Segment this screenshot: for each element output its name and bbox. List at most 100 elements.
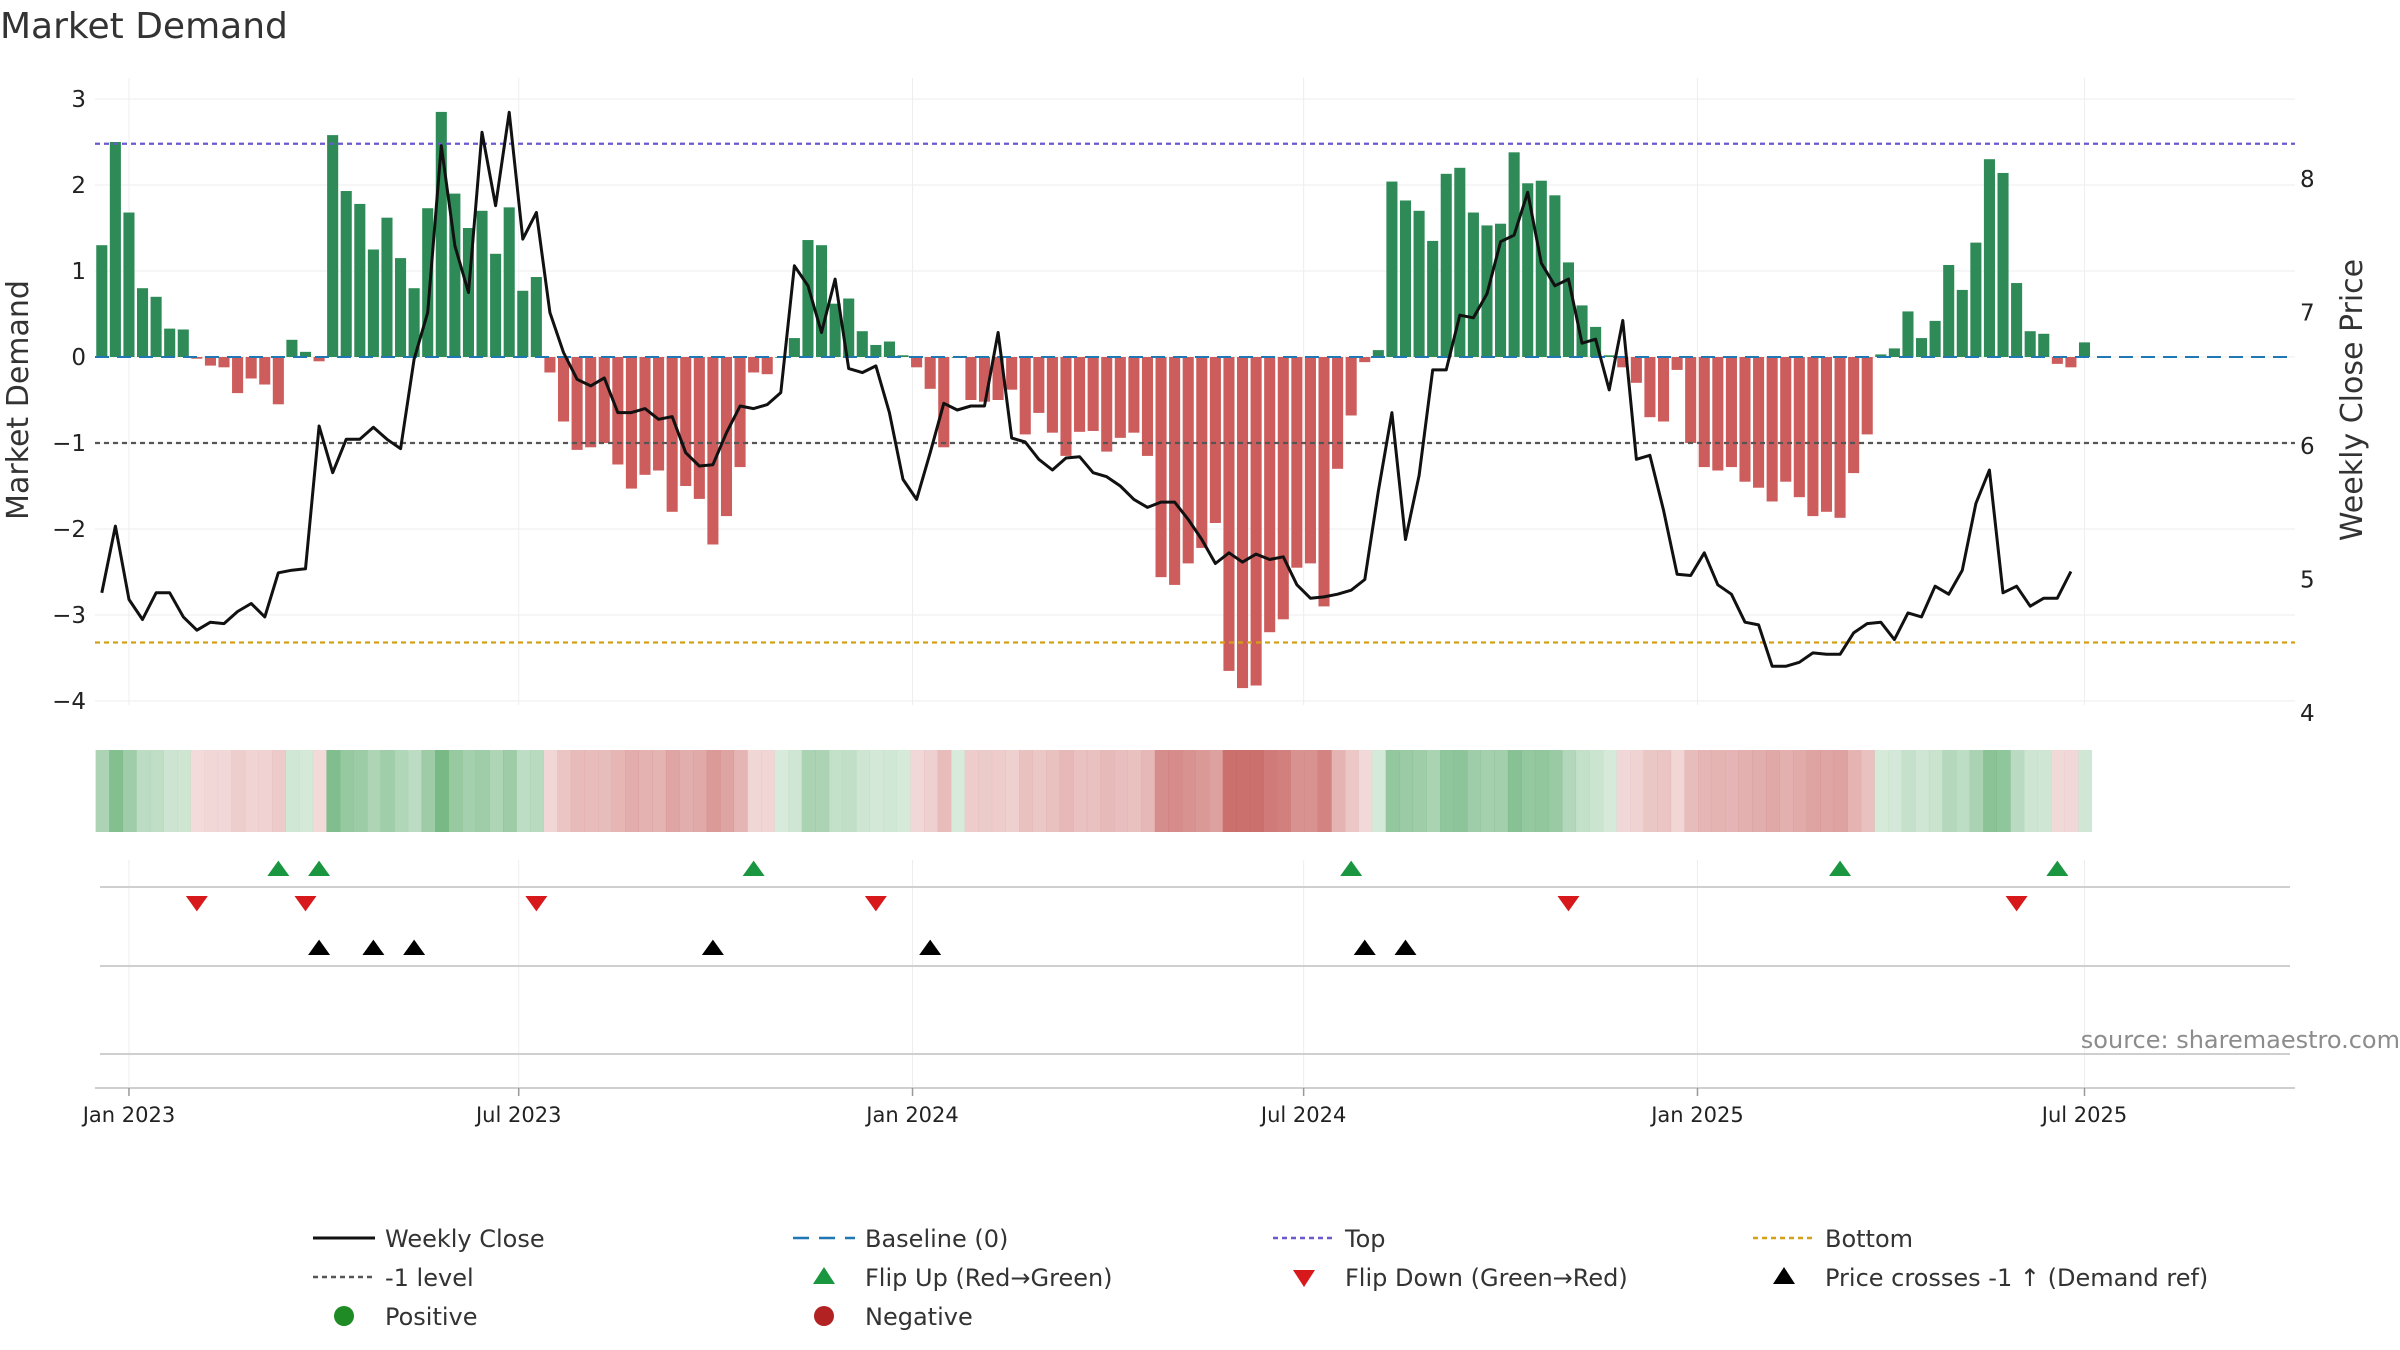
- flip-up-marker: [742, 860, 765, 877]
- heat-cell: [2037, 750, 2052, 832]
- demand-bar: [544, 357, 556, 373]
- y2-axis-label: Weekly Close Price: [2335, 259, 2370, 541]
- weekly-close-line: [100, 110, 2073, 668]
- demand-bar: [1196, 357, 1208, 548]
- heat-cell: [1086, 750, 1101, 832]
- price-cross-marker: [1353, 939, 1376, 956]
- demand-bar: [1848, 357, 1860, 474]
- demand-bar: [978, 357, 991, 402]
- demand-bar: [557, 357, 570, 422]
- demand-bar: [2065, 357, 2077, 368]
- demand-bar: [1060, 357, 1072, 456]
- demand-bar: [653, 357, 665, 471]
- heat-cell: [543, 750, 558, 832]
- demand-bar: [1128, 357, 1140, 433]
- demand-bar: [883, 341, 895, 357]
- heat-cell: [1521, 750, 1536, 832]
- demand-bar: [1413, 210, 1425, 357]
- heat-cell: [1861, 750, 1875, 832]
- heat-cell: [421, 750, 436, 832]
- heat-cell: [1535, 750, 1549, 832]
- demand-bar: [1427, 240, 1439, 357]
- demand-bar: [2024, 331, 2036, 357]
- y2-tick-label: 8: [2300, 167, 2315, 193]
- demand-bar: [680, 357, 692, 486]
- demand-bar: [1875, 354, 1887, 357]
- y-tick-label: 0: [71, 345, 86, 371]
- demand-bar: [123, 212, 135, 357]
- heat-cell: [896, 750, 911, 832]
- legend-swatch: [1293, 1270, 1315, 1287]
- heat-cell: [1467, 750, 1481, 832]
- heat-cell: [136, 750, 151, 832]
- heat-cell: [503, 750, 517, 832]
- heat-cell: [1630, 750, 1644, 832]
- y-tick-label: −3: [52, 603, 86, 629]
- legend-label: Baseline (0): [865, 1225, 1008, 1253]
- heat-cell: [570, 750, 585, 832]
- heat-cell: [1901, 750, 1916, 832]
- heat-cell: [1657, 750, 1672, 832]
- legend-label: -1 level: [385, 1264, 474, 1292]
- heat-cell: [1195, 750, 1210, 832]
- demand-bar: [639, 357, 651, 475]
- demand-bar: [1644, 357, 1656, 418]
- heat-cell: [869, 750, 884, 832]
- demand-bar: [259, 357, 271, 385]
- demand-bar: [1440, 173, 1452, 357]
- demand-bar: [272, 357, 284, 405]
- demand-bar: [1155, 357, 1167, 578]
- heat-cell: [1616, 750, 1631, 832]
- heat-cell: [1426, 750, 1441, 832]
- heat-cell: [801, 750, 816, 832]
- demand-bar: [1223, 357, 1235, 671]
- flip-down-marker: [1557, 895, 1580, 912]
- heat-cell: [217, 750, 232, 832]
- demand-bar: [517, 290, 529, 357]
- legend-label: Weekly Close: [385, 1225, 545, 1253]
- heat-cell: [1494, 750, 1509, 832]
- y-tick-label: −1: [52, 431, 86, 457]
- demand-bar: [965, 357, 977, 400]
- heat-strip: [95, 750, 2093, 832]
- heat-cell: [815, 750, 830, 832]
- legend-label: Positive: [385, 1303, 478, 1331]
- demand-bar: [1101, 357, 1113, 452]
- heat-cell: [326, 750, 341, 832]
- demand-bar: [707, 357, 719, 545]
- heat-cell: [1942, 750, 1957, 832]
- heat-cell: [1154, 750, 1169, 832]
- heat-cell: [978, 750, 993, 832]
- demand-bar: [1141, 357, 1154, 456]
- demand-bar: [1983, 159, 1995, 357]
- heat-cell: [489, 750, 504, 832]
- demand-bar: [788, 338, 800, 357]
- heat-cell: [1249, 750, 1264, 832]
- flip-up-marker: [1829, 860, 1852, 877]
- heat-cell: [937, 750, 952, 832]
- demand-bar: [1033, 357, 1045, 413]
- heat-cell: [1317, 750, 1332, 832]
- y2-axis-ticks: 8 7 6 5 4: [2300, 167, 2315, 727]
- demand-bar: [1956, 289, 1968, 357]
- legend: Weekly Close Baseline (0) Top Bottom -1 leve…: [313, 1225, 2208, 1331]
- heat-cell: [584, 750, 599, 832]
- legend-swatch: [1773, 1267, 1795, 1284]
- heat-cell: [1956, 750, 1970, 832]
- heat-cell: [1847, 750, 1862, 832]
- heat-cell: [951, 750, 965, 832]
- legend-swatch: [334, 1306, 354, 1326]
- heat-cell: [1358, 750, 1373, 832]
- demand-bar: [992, 357, 1004, 400]
- heat-cell: [1575, 750, 1590, 832]
- demand-bar: [1888, 348, 1900, 357]
- demand-bar: [150, 296, 162, 357]
- demand-bar: [327, 135, 339, 357]
- demand-bar: [1603, 355, 1615, 357]
- demand-bar: [2038, 333, 2050, 357]
- demand-bar: [1495, 223, 1507, 357]
- heat-cell: [149, 750, 164, 832]
- heat-cell: [1182, 750, 1196, 832]
- flip-down-marker: [2005, 895, 2028, 912]
- flip-up-marker: [308, 860, 331, 877]
